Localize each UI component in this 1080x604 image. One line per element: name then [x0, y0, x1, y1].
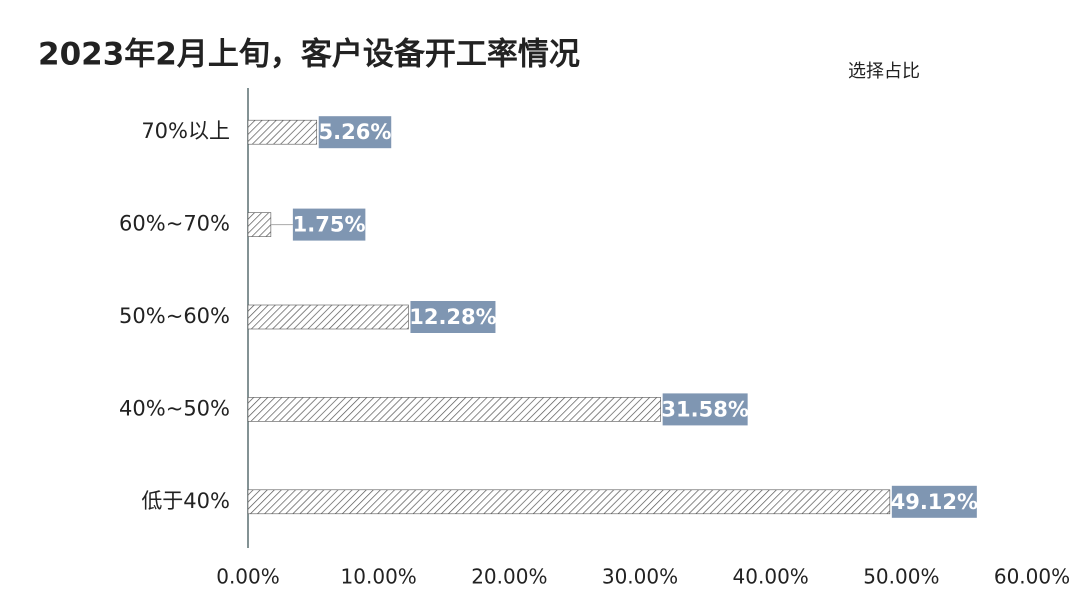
value-label: 12.28% — [409, 305, 496, 329]
y-tick-label: 40%~50% — [119, 396, 230, 420]
bar — [247, 489, 891, 515]
bar — [247, 212, 272, 237]
value-label-box — [292, 208, 366, 241]
value-label: 1.75% — [293, 213, 366, 237]
bar — [247, 119, 318, 145]
y-tick-label: 60%~70% — [119, 212, 230, 236]
x-tick-label: 50.00% — [863, 565, 939, 589]
y-tick-label: 50%~60% — [119, 304, 230, 328]
chart-title: 2023年2月上旬，客户设备开工率情况 — [38, 37, 580, 73]
value-label-box — [662, 393, 748, 426]
x-tick-label: 40.00% — [733, 565, 809, 589]
legend-label: 选择占比 — [848, 61, 920, 82]
y-tick-label: 70%以上 — [141, 119, 230, 143]
x-tick-label: 10.00% — [341, 565, 417, 589]
value-label-box — [410, 301, 496, 333]
value-label: 49.12% — [891, 490, 978, 514]
x-tick-label: 0.00% — [216, 565, 280, 589]
value-label-box — [891, 485, 977, 518]
value-label: 5.26% — [319, 120, 392, 144]
x-tick-label: 20.00% — [471, 565, 547, 589]
bar — [247, 397, 661, 422]
value-label-box — [318, 116, 392, 149]
bar — [247, 304, 409, 330]
value-label: 31.58% — [661, 397, 748, 421]
x-tick-label: 60.00% — [994, 565, 1070, 589]
x-tick-label: 30.00% — [602, 565, 678, 589]
y-tick-label: 低于40% — [141, 489, 230, 513]
